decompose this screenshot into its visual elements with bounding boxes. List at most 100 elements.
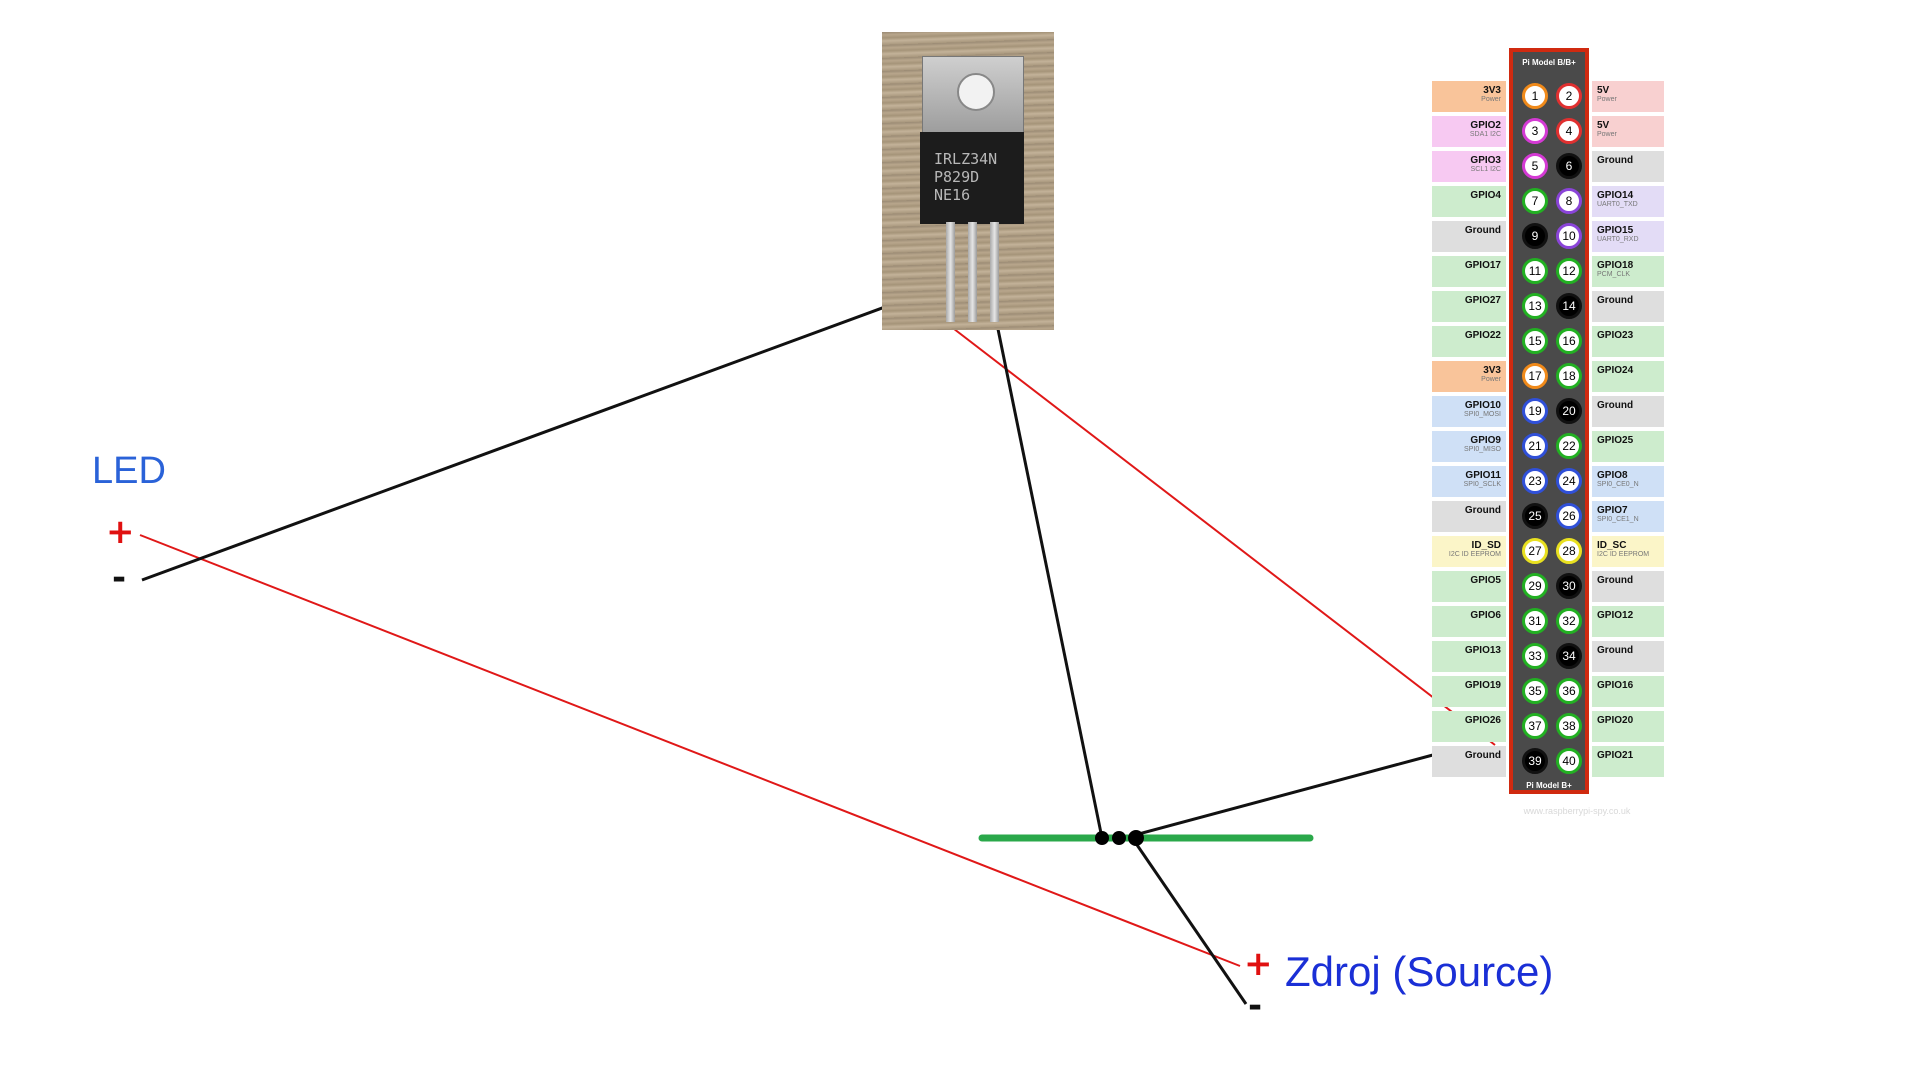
marking-line: P829D (934, 168, 980, 186)
pin-function: SDA1 I2C (1469, 131, 1501, 138)
right-pin-label: ID_SC I2C ID EEPROM (1592, 536, 1664, 567)
pin-name: GPIO26 (1464, 715, 1501, 726)
pin-name: GPIO19 (1464, 680, 1501, 691)
watermark: www.raspberrypi-spy.co.uk (1523, 806, 1631, 816)
pin-function: Power (1597, 131, 1617, 138)
pin-circle: 37 (1522, 713, 1548, 739)
junction-dot (1128, 830, 1144, 846)
transistor-heatsink-tab (922, 56, 1024, 138)
left-pin-label: Ground (1432, 746, 1506, 777)
pin-circle: 8 (1556, 188, 1582, 214)
pin-name: Ground (1464, 750, 1501, 761)
left-pin-label: GPIO27 (1432, 291, 1506, 322)
pin-circle: 27 (1522, 538, 1548, 564)
pin-circle: 6 (1556, 153, 1582, 179)
pin-name: GPIO8 (1597, 470, 1628, 481)
pin-function: Power (1481, 96, 1501, 103)
left-pin-label: GPIO2 SDA1 I2C (1432, 116, 1506, 147)
pin-function: Power (1481, 376, 1501, 383)
right-pin-label: GPIO15 UART0_RXD (1592, 221, 1664, 252)
pin-circle: 3 (1522, 118, 1548, 144)
pin-circle: 9 (1522, 223, 1548, 249)
left-pin-label: Ground (1432, 501, 1506, 532)
wire-led-plus-to-source-plus (139, 534, 1241, 967)
pin-circle: 33 (1522, 643, 1548, 669)
pin-name: GPIO2 (1470, 120, 1501, 131)
pin-function: UART0_TXD (1597, 201, 1638, 208)
right-pin-label: Ground (1592, 291, 1664, 322)
pin-name: Ground (1597, 155, 1634, 166)
wire-bus-to-source-minus (1133, 841, 1248, 1005)
transistor-body: IRLZ34N P829D NE16 (920, 132, 1024, 224)
header-title: Pi Model B/B+ (1522, 58, 1576, 67)
pin-circle: 4 (1556, 118, 1582, 144)
left-pin-label: GPIO3 SCL1 I2C (1432, 151, 1506, 182)
pin-circle: 21 (1522, 433, 1548, 459)
source-plus-sign: + (1244, 944, 1273, 984)
pin-name: GPIO9 (1470, 435, 1501, 446)
left-pin-label: GPIO22 (1432, 326, 1506, 357)
led-minus-sign: - (112, 558, 127, 598)
pin-function: Power (1597, 96, 1617, 103)
pin-name: Ground (1597, 645, 1634, 656)
pin-name: ID_SD (1471, 540, 1501, 551)
pin-function: SPI0_MOSI (1464, 411, 1501, 418)
right-pin-label: GPIO14 UART0_TXD (1592, 186, 1664, 217)
left-pin-label: ID_SD I2C ID EEPROM (1432, 536, 1506, 567)
right-pin-label: Ground (1592, 151, 1664, 182)
pin-circle: 18 (1556, 363, 1582, 389)
marking-line: IRLZ34N (934, 150, 998, 168)
pin-circle: 25 (1522, 503, 1548, 529)
pin-circle: 36 (1556, 678, 1582, 704)
pin-circle: 13 (1522, 293, 1548, 319)
pin-name: 5V (1597, 85, 1610, 96)
wire-source-to-bus (988, 289, 1104, 839)
pin-name: GPIO16 (1597, 680, 1634, 691)
pin-name: Ground (1464, 225, 1501, 236)
pin-circle: 19 (1522, 398, 1548, 424)
pin-name: GPIO21 (1597, 750, 1634, 761)
left-pin-label: GPIO19 (1432, 676, 1506, 707)
left-pin-label: 3V3 Power (1432, 81, 1506, 112)
pin-name: GPIO10 (1464, 400, 1501, 411)
pin-name: GPIO20 (1597, 715, 1634, 726)
pin-name: GPIO18 (1597, 260, 1634, 271)
pin-name: GPIO6 (1470, 610, 1501, 621)
pin-name: Ground (1597, 575, 1634, 586)
pin-name: GPIO25 (1597, 435, 1634, 446)
right-pin-label: GPIO23 (1592, 326, 1664, 357)
pin-circle: 24 (1556, 468, 1582, 494)
pin-circle: 14 (1556, 293, 1582, 319)
right-pin-label: GPIO20 (1592, 711, 1664, 742)
pin-name: GPIO15 (1597, 225, 1634, 236)
pin-name: GPIO11 (1465, 470, 1501, 481)
pin-circle: 11 (1522, 258, 1548, 284)
right-pin-label: GPIO18 PCM_CLK (1592, 256, 1664, 287)
wire-led-minus-to-drain (141, 273, 973, 582)
pin-circle: 23 (1522, 468, 1548, 494)
pin-circle: 17 (1522, 363, 1548, 389)
pin-name: 5V (1597, 120, 1610, 131)
left-pin-label: 3V3 Power (1432, 361, 1506, 392)
wire-bus-to-pi-ground (1134, 750, 1445, 837)
transistor-leg-drain (968, 222, 977, 322)
right-pin-label: Ground (1592, 396, 1664, 427)
pin-name: Ground (1464, 505, 1501, 516)
source-title: Zdroj (Source) (1285, 948, 1554, 995)
right-pin-label: GPIO12 (1592, 606, 1664, 637)
pin-name: GPIO23 (1597, 330, 1634, 341)
right-pin-label: GPIO24 (1592, 361, 1664, 392)
right-pin-label: GPIO7 SPI0_CE1_N (1592, 501, 1664, 532)
pin-circle: 10 (1556, 223, 1582, 249)
right-pin-label: GPIO8 SPI0_CE0_N (1592, 466, 1664, 497)
right-pin-label: GPIO25 (1592, 431, 1664, 462)
left-pin-label: GPIO13 (1432, 641, 1506, 672)
transistor-leg-gate (946, 222, 955, 322)
wire-gate-to-gpio21 (944, 321, 1496, 746)
led-title: LED (92, 450, 166, 492)
pin-circle: 12 (1556, 258, 1582, 284)
pin-name: GPIO13 (1464, 645, 1501, 656)
pin-name: GPIO22 (1464, 330, 1501, 341)
pin-function: I2C ID EEPROM (1597, 551, 1650, 558)
right-pin-label: GPIO21 (1592, 746, 1664, 777)
